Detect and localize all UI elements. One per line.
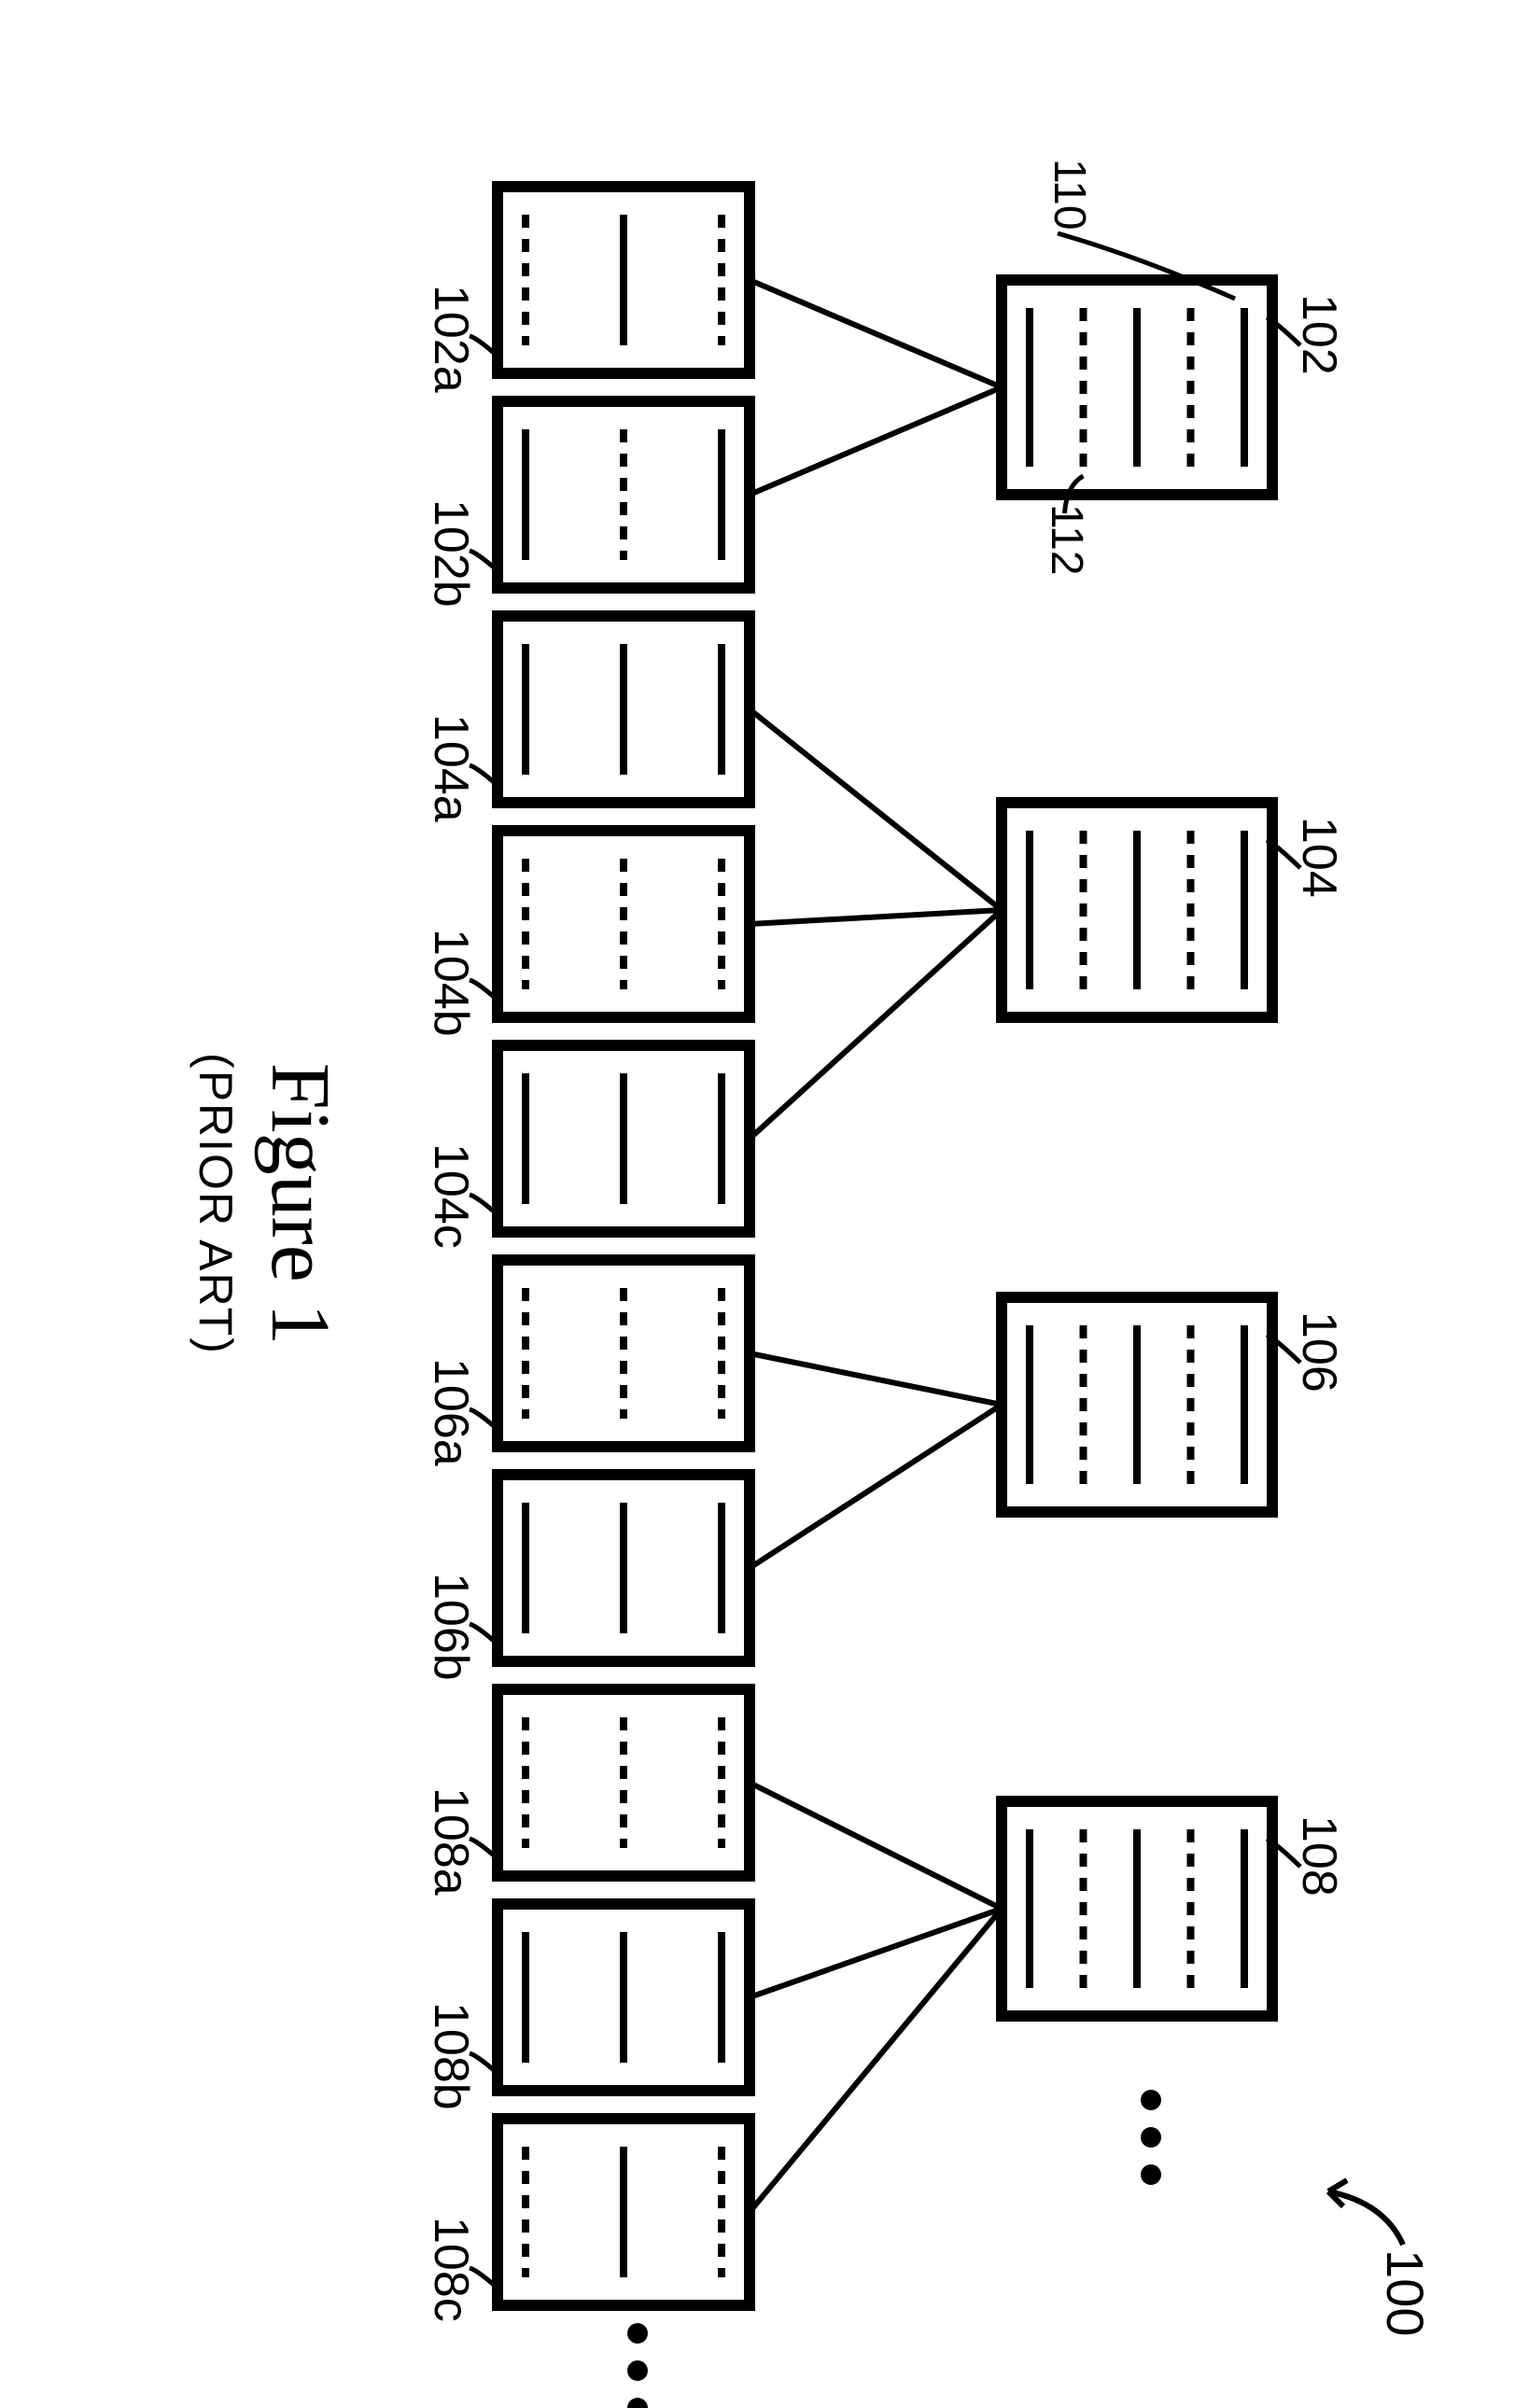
edge-106-106b bbox=[750, 1405, 1002, 1568]
child-label-108c: 108c bbox=[423, 2217, 479, 2322]
parent-label-102: 102 bbox=[1291, 294, 1347, 375]
child-label-106a: 106a bbox=[423, 1358, 479, 1466]
ellipsis-bottom-dot-2 bbox=[627, 2398, 648, 2408]
annot-112: 112 bbox=[1042, 504, 1093, 576]
figure-subtitle: (PRIOR ART) bbox=[189, 0, 243, 2408]
edge-106-106a bbox=[750, 1353, 1002, 1405]
edge-104-104a bbox=[750, 709, 1002, 910]
child-label-104a: 104a bbox=[423, 714, 479, 822]
overall-arrow bbox=[1300, 2175, 1412, 2287]
parent-label-106: 106 bbox=[1291, 1311, 1347, 1393]
ellipsis-top-dot-2 bbox=[1141, 2164, 1161, 2185]
edge-104-104b bbox=[750, 910, 1002, 924]
parent-label-104: 104 bbox=[1291, 817, 1347, 898]
child-label-102b: 102b bbox=[423, 499, 479, 608]
leader bbox=[1058, 233, 1235, 299]
figure-caption: Figure 1 (PRIOR ART) bbox=[189, 0, 348, 2408]
edge-108-108a bbox=[750, 1783, 1002, 1909]
edge-104-104c bbox=[750, 910, 1002, 1139]
child-label-108a: 108a bbox=[423, 1787, 479, 1896]
ellipsis-top-dot-0 bbox=[1141, 2090, 1161, 2110]
annot-110: 110 bbox=[1044, 159, 1095, 231]
ellipsis-top-dot-1 bbox=[1141, 2127, 1161, 2148]
child-label-104c: 104c bbox=[423, 1143, 479, 1249]
edge-102-102b bbox=[750, 387, 1002, 495]
ellipsis-bottom-dot-0 bbox=[627, 2323, 648, 2344]
edge-102-102a bbox=[750, 280, 1002, 387]
child-label-104b: 104b bbox=[423, 929, 479, 1037]
parent-label-108: 108 bbox=[1291, 1815, 1347, 1897]
ellipsis-bottom-dot-1 bbox=[627, 2360, 648, 2381]
child-label-106b: 106b bbox=[423, 1573, 479, 1681]
child-label-102a: 102a bbox=[423, 285, 479, 393]
figure-title: Figure 1 bbox=[254, 1063, 346, 1345]
child-label-108b: 108b bbox=[423, 2002, 479, 2110]
